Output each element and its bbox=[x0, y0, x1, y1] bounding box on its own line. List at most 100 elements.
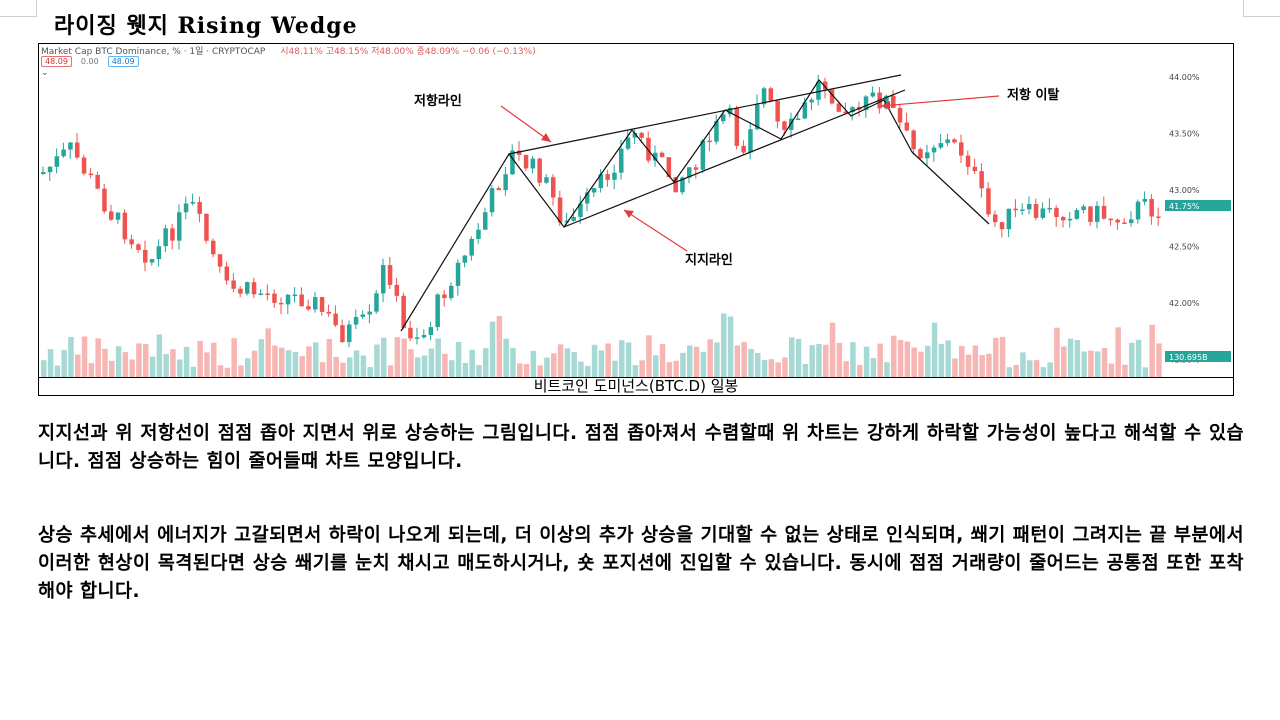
candle-body bbox=[224, 266, 230, 281]
volume-bar bbox=[489, 321, 496, 378]
candle-body bbox=[483, 212, 488, 230]
candle-body bbox=[374, 293, 379, 312]
volume-bar bbox=[1040, 367, 1047, 378]
volume-bar bbox=[95, 338, 101, 378]
candle-body bbox=[979, 171, 984, 189]
volume-bar bbox=[1129, 342, 1135, 378]
chip-buy[interactable]: 48.09 bbox=[107, 56, 139, 67]
volume-bar bbox=[190, 366, 197, 378]
volume-bar bbox=[734, 345, 741, 378]
volume-bar bbox=[1006, 367, 1013, 378]
volume-bar bbox=[353, 350, 360, 378]
candle-body bbox=[340, 325, 345, 343]
support-arrowhead bbox=[624, 210, 634, 218]
candle-body bbox=[653, 152, 658, 161]
candle-body bbox=[897, 107, 903, 123]
candle-body bbox=[517, 150, 522, 155]
page-title: 라이징 웻지 Rising Wedge bbox=[54, 13, 358, 39]
chart-header: Market Cap BTC Dominance, % · 1일 · CRYPT… bbox=[41, 44, 536, 57]
candle-body bbox=[238, 288, 243, 294]
volume-bar bbox=[965, 354, 972, 378]
candle-body bbox=[61, 149, 66, 157]
price-axis-label: 42.50% bbox=[1169, 243, 1200, 252]
volume-bar bbox=[347, 357, 353, 378]
volume-bar bbox=[163, 353, 169, 378]
volume-bar bbox=[1142, 367, 1149, 378]
candle-body bbox=[673, 177, 678, 193]
volume-bar bbox=[136, 343, 142, 378]
candle-body bbox=[136, 244, 141, 250]
volume-bar bbox=[537, 365, 543, 378]
volume-bar bbox=[517, 363, 523, 378]
candle-body bbox=[680, 177, 685, 193]
volume-bar bbox=[1054, 327, 1060, 378]
volume-bar bbox=[1088, 350, 1094, 378]
price-axis-label: 43.00% bbox=[1169, 186, 1200, 195]
candle-body bbox=[775, 100, 780, 122]
volume-bar bbox=[557, 344, 564, 378]
volume-bar bbox=[666, 362, 673, 378]
volume-bar bbox=[442, 353, 448, 378]
volume-bar bbox=[911, 347, 917, 378]
volume-bar bbox=[102, 348, 108, 378]
volume-bar bbox=[1074, 340, 1081, 378]
candle-body bbox=[1013, 208, 1018, 211]
volume-bar bbox=[1027, 360, 1033, 378]
candle-body bbox=[47, 166, 53, 173]
candle-body bbox=[768, 88, 774, 101]
volume-bar bbox=[265, 328, 271, 378]
candle-body bbox=[993, 214, 998, 223]
candle-body bbox=[1101, 205, 1107, 219]
candle-body bbox=[734, 107, 740, 146]
volume-bar bbox=[401, 338, 407, 378]
volume-bar bbox=[455, 341, 462, 378]
volume-bar bbox=[428, 348, 435, 378]
volume-tag-bg bbox=[1165, 351, 1231, 362]
volume-bar bbox=[782, 357, 788, 378]
candle-body bbox=[190, 201, 196, 204]
volume-bar bbox=[75, 354, 81, 378]
volume-bar bbox=[1156, 343, 1162, 378]
volume-bar bbox=[925, 345, 931, 378]
volume-bar bbox=[285, 350, 292, 378]
volume-tag: 130.695B bbox=[1169, 353, 1208, 362]
candle-body bbox=[755, 104, 760, 130]
candle-body bbox=[1081, 206, 1086, 211]
candle-body bbox=[496, 188, 502, 191]
current-price-tag: 41.75% bbox=[1169, 202, 1200, 211]
candle-body bbox=[578, 203, 583, 218]
volume-bar bbox=[931, 322, 938, 378]
chip-sell[interactable]: 48.09 bbox=[41, 56, 72, 67]
candle-body bbox=[795, 118, 801, 120]
volume-bar bbox=[149, 356, 156, 378]
volume-bar bbox=[251, 350, 258, 378]
candle-body bbox=[75, 142, 80, 158]
volume-bar bbox=[714, 342, 720, 378]
candle-body bbox=[122, 212, 128, 240]
chip-spread: 0.00 bbox=[80, 57, 99, 66]
candle-body bbox=[891, 95, 896, 108]
candles bbox=[41, 74, 1161, 348]
volume-bar bbox=[47, 349, 54, 378]
volume-bar bbox=[1020, 352, 1026, 378]
candle-body bbox=[945, 139, 950, 144]
candle-body bbox=[421, 334, 427, 338]
candle-body bbox=[197, 201, 202, 214]
chart-symbol: Market Cap BTC Dominance, % · 1일 · CRYPT… bbox=[41, 47, 266, 57]
volume-bar bbox=[952, 358, 958, 378]
volume-bar bbox=[530, 350, 537, 378]
chart-figure: 44.00%43.50%43.00%42.50%42.00%41.50%41.0… bbox=[38, 43, 1234, 396]
volume-bar bbox=[612, 360, 618, 378]
volume-bar bbox=[632, 365, 639, 378]
volume-bar bbox=[122, 352, 129, 378]
volume-bar bbox=[272, 345, 278, 378]
collapse-chevron-icon[interactable]: ⌄ bbox=[41, 68, 49, 78]
volume-bar bbox=[129, 359, 135, 378]
volume-bar bbox=[653, 355, 659, 378]
volume-bar bbox=[523, 364, 530, 378]
volume-bar bbox=[387, 365, 394, 378]
candle-body bbox=[292, 294, 298, 297]
candle-body bbox=[469, 238, 474, 256]
current-price-tag-bg bbox=[1165, 200, 1231, 211]
volume-bar bbox=[143, 344, 149, 378]
